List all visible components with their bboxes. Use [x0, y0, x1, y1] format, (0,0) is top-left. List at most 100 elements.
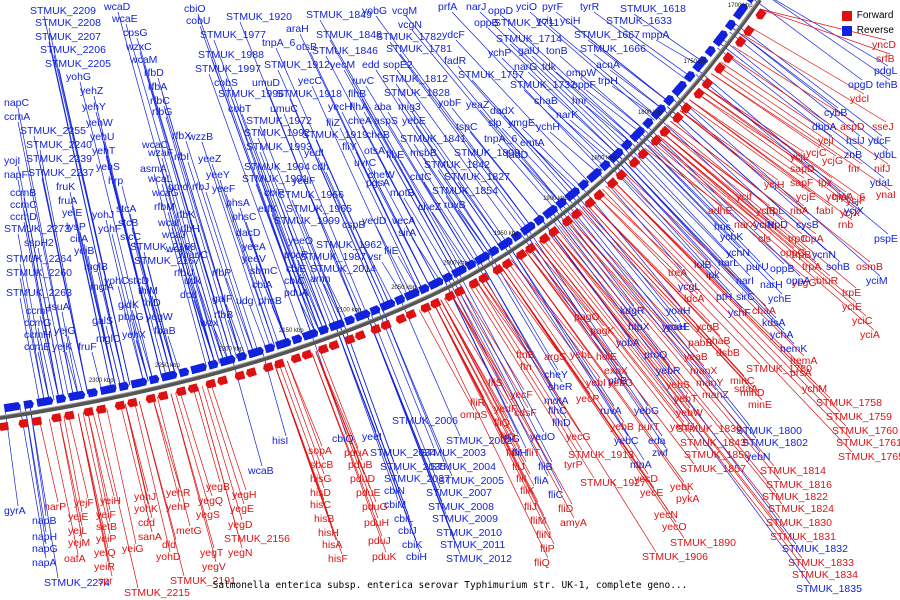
gene-label: hemK [780, 343, 807, 355]
leader-line [141, 285, 167, 377]
reverse-feature [675, 80, 687, 92]
gene-label: metG [176, 525, 202, 537]
gene-label: udg [236, 295, 254, 307]
gene-label: udk [184, 275, 202, 287]
leader-line [208, 73, 304, 338]
gene-label: yehY [82, 101, 106, 113]
gene-label: oppA [786, 275, 811, 287]
leader-line [257, 171, 321, 332]
gene-label: ymgE [508, 117, 535, 129]
gene-label: STMUK_1962 [316, 239, 382, 251]
leader-line [311, 352, 387, 553]
legend-swatch-reverse [841, 25, 852, 36]
leader-line [415, 125, 502, 249]
reverse-feature [612, 147, 624, 160]
gene-label: dsbB [716, 347, 740, 359]
forward-feature [31, 416, 43, 426]
forward-feature [217, 375, 229, 386]
leader-line [701, 84, 805, 153]
forward-feature [420, 302, 432, 313]
gene-label: fliO [500, 431, 516, 443]
gene-label: fliC [548, 489, 564, 501]
gene-label: yegD [228, 519, 253, 531]
leader-line [370, 312, 441, 489]
reverse-feature [620, 139, 633, 151]
gene-label: cbiQ [332, 433, 354, 445]
gene-label: pduA [344, 447, 369, 459]
gene-label: STMUK_2002 [446, 435, 512, 447]
leader-line [568, 217, 711, 379]
gene-label: pspE [874, 233, 898, 245]
gene-label: flhE [386, 149, 404, 161]
gene-label: sopA [308, 445, 332, 457]
leader-line [335, 326, 399, 501]
gene-label: trpL [766, 205, 784, 217]
gene-label: yecO [662, 521, 687, 533]
leader-line [552, 230, 781, 519]
gene-label: napF [4, 169, 28, 181]
leader-line [732, 27, 839, 109]
reverse-feature [663, 94, 675, 107]
leader-line [726, 53, 889, 165]
forward-feature [743, 25, 755, 37]
gene-label: STMUK_2035 [380, 461, 446, 473]
gene-label: STMUK_1991 [242, 173, 308, 185]
gene-label: STMUK_1759 [826, 411, 892, 423]
gene-label: ychK [720, 231, 743, 243]
gene-label: hns [714, 221, 731, 233]
leader-line [535, 242, 699, 451]
leader-line [423, 157, 491, 255]
leader-line [689, 99, 805, 179]
reverse-feature [384, 298, 396, 310]
leader-line [23, 221, 60, 400]
reverse-feature [369, 305, 381, 316]
gene-label: fnr [848, 163, 861, 175]
gene-label: dcd [180, 289, 197, 301]
gene-label: STMUK_1827 [444, 171, 510, 183]
gene-label: yegB [206, 481, 230, 493]
leader-line [565, 219, 717, 391]
gene-label: STMUK_2260 [6, 267, 72, 279]
gene-label: yebL [570, 349, 593, 361]
gene-label: yciH [560, 15, 580, 27]
gene-label: fliT [526, 447, 541, 459]
gene-label: cbiA [252, 279, 272, 291]
leader-line [507, 27, 633, 144]
gene-label: cheZ [418, 201, 442, 213]
reverse-feature [264, 343, 275, 354]
gene-label: yehP [166, 501, 190, 513]
leader-line [451, 294, 575, 519]
gene-label: STMUK_1765 [838, 451, 900, 463]
leader-line [117, 11, 216, 365]
gene-label: napG [32, 543, 58, 555]
leader-line [381, 307, 453, 477]
gene-label: umuD [252, 77, 280, 89]
leader-line [455, 39, 590, 183]
gene-label: yebT [674, 393, 698, 405]
forward-feature [584, 196, 597, 209]
leader-line [579, 77, 646, 131]
leader-line [714, 69, 891, 191]
gene-label: argS [544, 351, 566, 363]
leader-line [193, 299, 216, 365]
gene-label: STMUK_1841 [400, 133, 466, 145]
legend-label-reverse: Reverse [856, 25, 894, 36]
gene-label: galF [212, 293, 232, 305]
gene-label: fruK [56, 181, 75, 193]
leader-line [503, 245, 629, 437]
leader-line [558, 225, 777, 493]
leader-line [329, 249, 360, 318]
gene-label: STMUK_1846 [312, 45, 378, 57]
gene-label: setB [96, 521, 117, 533]
gene-label: pyrF [542, 1, 563, 13]
gene-label: wcaL [147, 173, 173, 185]
legend-label-forward: Forward [856, 10, 894, 21]
leader-line [612, 179, 841, 413]
gene-label: mglB [84, 261, 108, 273]
gene-label: oppF [572, 79, 596, 91]
forward-feature [318, 343, 329, 355]
gene-label: rfbK [176, 209, 195, 221]
leader-line [618, 173, 805, 357]
gene-label: ycjX [844, 205, 864, 217]
leader-line [451, 11, 603, 172]
